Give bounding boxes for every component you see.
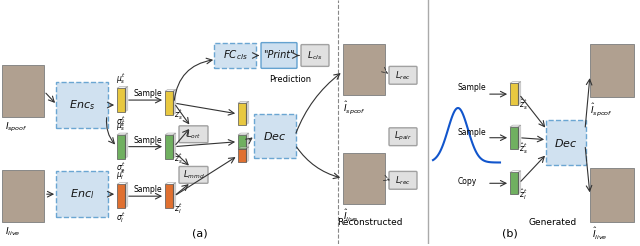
Text: $\sigma_s^t$: $\sigma_s^t$ (116, 114, 125, 129)
Text: $\hat{z}_s^t$: $\hat{z}_s^t$ (519, 141, 528, 156)
FancyBboxPatch shape (510, 172, 518, 194)
Polygon shape (510, 171, 521, 172)
FancyBboxPatch shape (238, 135, 246, 149)
Bar (590, 169, 634, 222)
FancyBboxPatch shape (117, 135, 125, 158)
Bar (343, 153, 385, 204)
Polygon shape (510, 125, 521, 127)
Text: $\mu_s^t$: $\mu_s^t$ (116, 71, 125, 86)
Text: $Enc_l$: $Enc_l$ (70, 187, 94, 201)
Text: $\mu_s^t$: $\mu_s^t$ (116, 118, 125, 133)
Text: $\hat{I}_{spoof}$: $\hat{I}_{spoof}$ (590, 101, 612, 118)
Text: Copy: Copy (458, 177, 477, 186)
Bar (590, 44, 634, 97)
Text: "Print": "Print" (263, 50, 295, 61)
Polygon shape (518, 171, 521, 194)
Text: $L_{cls}$: $L_{cls}$ (307, 49, 323, 62)
Text: $L_{mmd}$: $L_{mmd}$ (182, 169, 204, 181)
Text: Prediction: Prediction (269, 75, 311, 84)
FancyBboxPatch shape (214, 43, 256, 68)
Text: Sample: Sample (458, 83, 486, 92)
Polygon shape (165, 183, 176, 184)
Text: Sample: Sample (134, 136, 163, 145)
Polygon shape (238, 147, 249, 149)
Text: $Dec$: $Dec$ (554, 137, 578, 149)
Text: $I_{spoof}$: $I_{spoof}$ (5, 121, 28, 134)
Polygon shape (510, 82, 521, 83)
Text: $\sigma_s^t$: $\sigma_s^t$ (116, 160, 125, 175)
FancyBboxPatch shape (546, 120, 586, 166)
Polygon shape (117, 87, 128, 88)
Polygon shape (117, 133, 128, 135)
Polygon shape (518, 82, 521, 105)
FancyBboxPatch shape (165, 135, 173, 158)
Text: $z_l^t$: $z_l^t$ (174, 201, 182, 215)
FancyBboxPatch shape (179, 167, 208, 183)
Polygon shape (117, 183, 128, 184)
FancyBboxPatch shape (389, 66, 417, 84)
FancyBboxPatch shape (254, 114, 296, 157)
Polygon shape (238, 101, 249, 103)
Text: $L_{rec}$: $L_{rec}$ (395, 174, 411, 186)
FancyBboxPatch shape (389, 128, 417, 146)
Polygon shape (246, 101, 249, 125)
Text: (a): (a) (192, 229, 208, 239)
Polygon shape (173, 90, 176, 115)
FancyBboxPatch shape (389, 171, 417, 189)
Text: $\sigma_l^t$: $\sigma_l^t$ (116, 210, 125, 225)
FancyBboxPatch shape (238, 149, 246, 163)
Bar (2, 65, 44, 117)
FancyBboxPatch shape (238, 103, 246, 125)
Polygon shape (125, 183, 128, 208)
Polygon shape (165, 133, 176, 135)
FancyBboxPatch shape (165, 91, 173, 115)
FancyBboxPatch shape (179, 126, 208, 143)
Text: $\hat{z}_s^t$: $\hat{z}_s^t$ (519, 98, 528, 112)
Text: $I_{live}$: $I_{live}$ (5, 226, 20, 238)
Text: $\hat{I}_{live}$: $\hat{I}_{live}$ (343, 208, 358, 224)
Text: $FC_{cls}$: $FC_{cls}$ (223, 48, 248, 62)
FancyBboxPatch shape (261, 43, 297, 68)
Text: (b): (b) (502, 229, 518, 239)
Text: $\hat{I}_{live}$: $\hat{I}_{live}$ (592, 226, 607, 242)
FancyBboxPatch shape (301, 45, 329, 66)
FancyBboxPatch shape (510, 127, 518, 149)
Text: Reconstructed: Reconstructed (337, 218, 403, 227)
Polygon shape (518, 125, 521, 149)
Polygon shape (125, 87, 128, 112)
Text: $\mu_l^t$: $\mu_l^t$ (116, 168, 125, 182)
Polygon shape (238, 133, 249, 135)
Text: $L_{pair}$: $L_{pair}$ (394, 130, 412, 143)
Text: Generated: Generated (529, 218, 577, 227)
Text: $Enc_s$: $Enc_s$ (69, 98, 95, 112)
FancyBboxPatch shape (117, 184, 125, 208)
FancyBboxPatch shape (56, 171, 108, 217)
Bar (343, 44, 385, 95)
FancyBboxPatch shape (117, 88, 125, 112)
Text: Sample: Sample (458, 128, 486, 137)
Polygon shape (246, 147, 249, 163)
Bar (2, 170, 44, 222)
Text: Sample: Sample (134, 185, 163, 194)
FancyBboxPatch shape (510, 83, 518, 105)
Text: $z_s^t$: $z_s^t$ (174, 151, 182, 166)
Text: $L_{rec}$: $L_{rec}$ (395, 69, 411, 82)
Text: $z_s^t$: $z_s^t$ (174, 108, 182, 122)
Polygon shape (125, 133, 128, 158)
Polygon shape (246, 133, 249, 149)
FancyBboxPatch shape (56, 82, 108, 128)
Polygon shape (173, 183, 176, 208)
FancyBboxPatch shape (165, 184, 173, 208)
Text: $\hat{I}_{spoof}$: $\hat{I}_{spoof}$ (343, 99, 366, 116)
Text: Sample: Sample (134, 89, 163, 98)
Text: $L_{ort}$: $L_{ort}$ (186, 128, 201, 140)
Polygon shape (173, 133, 176, 158)
Text: $\hat{z}_l^t$: $\hat{z}_l^t$ (519, 187, 527, 202)
Polygon shape (165, 90, 176, 91)
Text: $Dec$: $Dec$ (263, 130, 287, 142)
